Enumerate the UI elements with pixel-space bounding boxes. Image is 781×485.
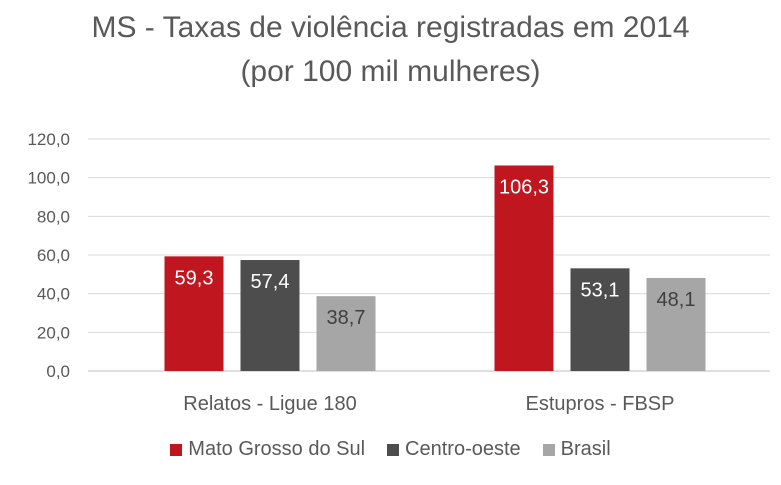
- data-label: 53,1: [581, 279, 620, 301]
- data-label: 57,4: [251, 271, 290, 293]
- y-tick-label: 120,0: [27, 130, 70, 149]
- data-label: 59,3: [175, 267, 214, 289]
- data-label: 106,3: [499, 176, 549, 198]
- legend-label: Brasil: [560, 438, 611, 460]
- legend: Mato Grosso do Sul Centro-oeste Brasil: [0, 438, 781, 461]
- bar: [316, 296, 376, 371]
- y-tick-label: 0,0: [46, 362, 70, 381]
- bar: [494, 165, 554, 371]
- legend-swatch: [542, 443, 555, 456]
- legend-item-centro-oeste: Centro-oeste: [387, 438, 521, 461]
- legend-label: Mato Grosso do Sul: [188, 438, 366, 460]
- legend-item-mato-grosso-do-sul: Mato Grosso do Sul: [170, 438, 365, 461]
- y-tick-label: 40,0: [37, 285, 70, 304]
- bar: [570, 268, 630, 371]
- x-category-label: Estupros - FBSP: [526, 393, 675, 415]
- legend-swatch: [170, 443, 183, 456]
- y-tick-label: 20,0: [37, 323, 70, 342]
- data-label: 38,7: [327, 307, 366, 329]
- chart-title-line2: (por 100 mil mulheres): [240, 55, 541, 88]
- bar: [164, 256, 224, 371]
- bar: [240, 260, 300, 371]
- chart-title: MS - Taxas de violência registradas em 2…: [0, 6, 781, 94]
- legend-swatch: [387, 443, 400, 456]
- x-category-label: Relatos - Ligue 180: [183, 393, 356, 415]
- bar: [646, 278, 706, 371]
- legend-item-brasil: Brasil: [542, 438, 611, 461]
- y-tick-label: 80,0: [37, 207, 70, 226]
- data-label: 48,1: [657, 289, 696, 311]
- y-tick-label: 100,0: [27, 169, 70, 188]
- chart-title-line1: MS - Taxas de violência registradas em 2…: [91, 11, 690, 44]
- y-tick-label: 60,0: [37, 246, 70, 265]
- legend-label: Centro-oeste: [405, 438, 521, 460]
